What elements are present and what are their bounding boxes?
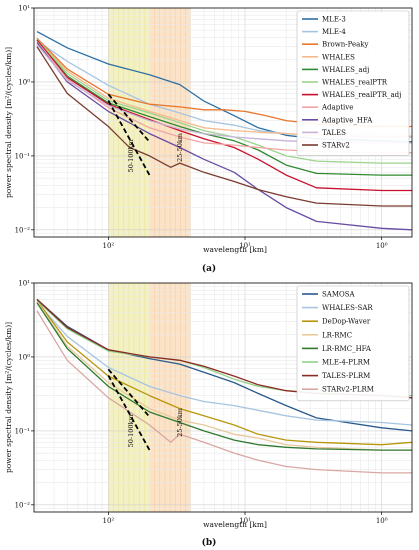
y-tick-label: 10⁻¹ — [15, 427, 31, 435]
reference-slope-line — [107, 100, 151, 176]
legend-box — [296, 285, 410, 402]
legend-entry: WHALES — [322, 53, 355, 61]
band-label: 25-50km — [176, 408, 184, 437]
series-line — [36, 301, 412, 451]
reference-slope-line — [107, 368, 151, 418]
x-tick-label: 10¹ — [239, 242, 251, 250]
series-line — [36, 46, 412, 207]
series-line — [36, 310, 412, 474]
legend-entry: Brown-Peaky — [322, 41, 369, 49]
legend-entry: WHALES_realPTR — [322, 79, 388, 87]
y-tick-label: 10⁻² — [15, 226, 31, 234]
legend-box — [296, 10, 410, 156]
y-axis-label: power spectral density [m²/(cycles/km)] — [4, 47, 13, 198]
legend-entry: TALES-PLRM — [322, 372, 370, 380]
x-tick-label: 10⁰ — [376, 242, 388, 250]
legend-entry: LR-RMC — [322, 331, 352, 339]
y-tick-label: 10⁻² — [15, 501, 31, 509]
x-axis-label: wavelength [km] — [203, 245, 267, 254]
band-label: 25-50km — [176, 133, 184, 162]
band-label: 50-100km — [127, 414, 135, 447]
legend-entry: DeDop-Waver — [322, 318, 371, 326]
y-tick-label: 10¹ — [18, 5, 30, 13]
series-line — [36, 38, 412, 164]
y-axis-label: power spectral density [m²/(cycles/km)] — [4, 322, 13, 473]
x-tick-label: 10¹ — [239, 517, 251, 525]
panel-label-b: (b) — [202, 537, 217, 548]
legend-entry: WHALES_realPTR_adj — [322, 91, 401, 99]
series-line — [36, 39, 412, 192]
legend-entry: STARv2-PLRM — [322, 386, 374, 394]
series-line — [36, 42, 413, 231]
legend-entry: Adaptive — [321, 104, 353, 112]
series-line — [36, 300, 413, 446]
legend-entry: Adaptive_HFA — [321, 116, 373, 124]
legend-entry: SAMOSA — [322, 291, 356, 299]
legend-entry: MLE-4 — [322, 28, 346, 36]
legend-entry: LR-RMC_HFA — [322, 345, 372, 353]
x-tick-label: 10² — [102, 242, 114, 250]
series-line — [36, 302, 412, 451]
axes-frame — [33, 7, 413, 238]
legend-entry: STARv2 — [322, 142, 350, 150]
x-tick-label: 10⁰ — [376, 517, 388, 525]
axes-frame — [33, 282, 413, 513]
legend-entry: MLE-4-PLRM — [322, 359, 370, 367]
legend-entry: TALES — [322, 129, 346, 137]
y-tick-label: 10⁰ — [18, 353, 30, 361]
y-tick-label: 10¹ — [18, 280, 30, 288]
reference-slope-line — [107, 375, 151, 451]
legend-entry: WHALES-SAR — [322, 304, 373, 312]
legend-entry: MLE-3 — [322, 16, 346, 24]
y-tick-label: 10⁻¹ — [15, 152, 31, 160]
x-tick-label: 10² — [102, 517, 114, 525]
panel-label-a: (a) — [202, 263, 216, 274]
legend-entry: WHALES_adj — [322, 66, 369, 74]
reference-slope-line — [107, 93, 151, 143]
y-tick-label: 10⁰ — [18, 78, 30, 86]
x-axis-label: wavelength [km] — [203, 520, 267, 529]
series-line — [36, 301, 413, 426]
band-label: 50-100km — [127, 139, 135, 172]
series-line — [36, 39, 412, 176]
